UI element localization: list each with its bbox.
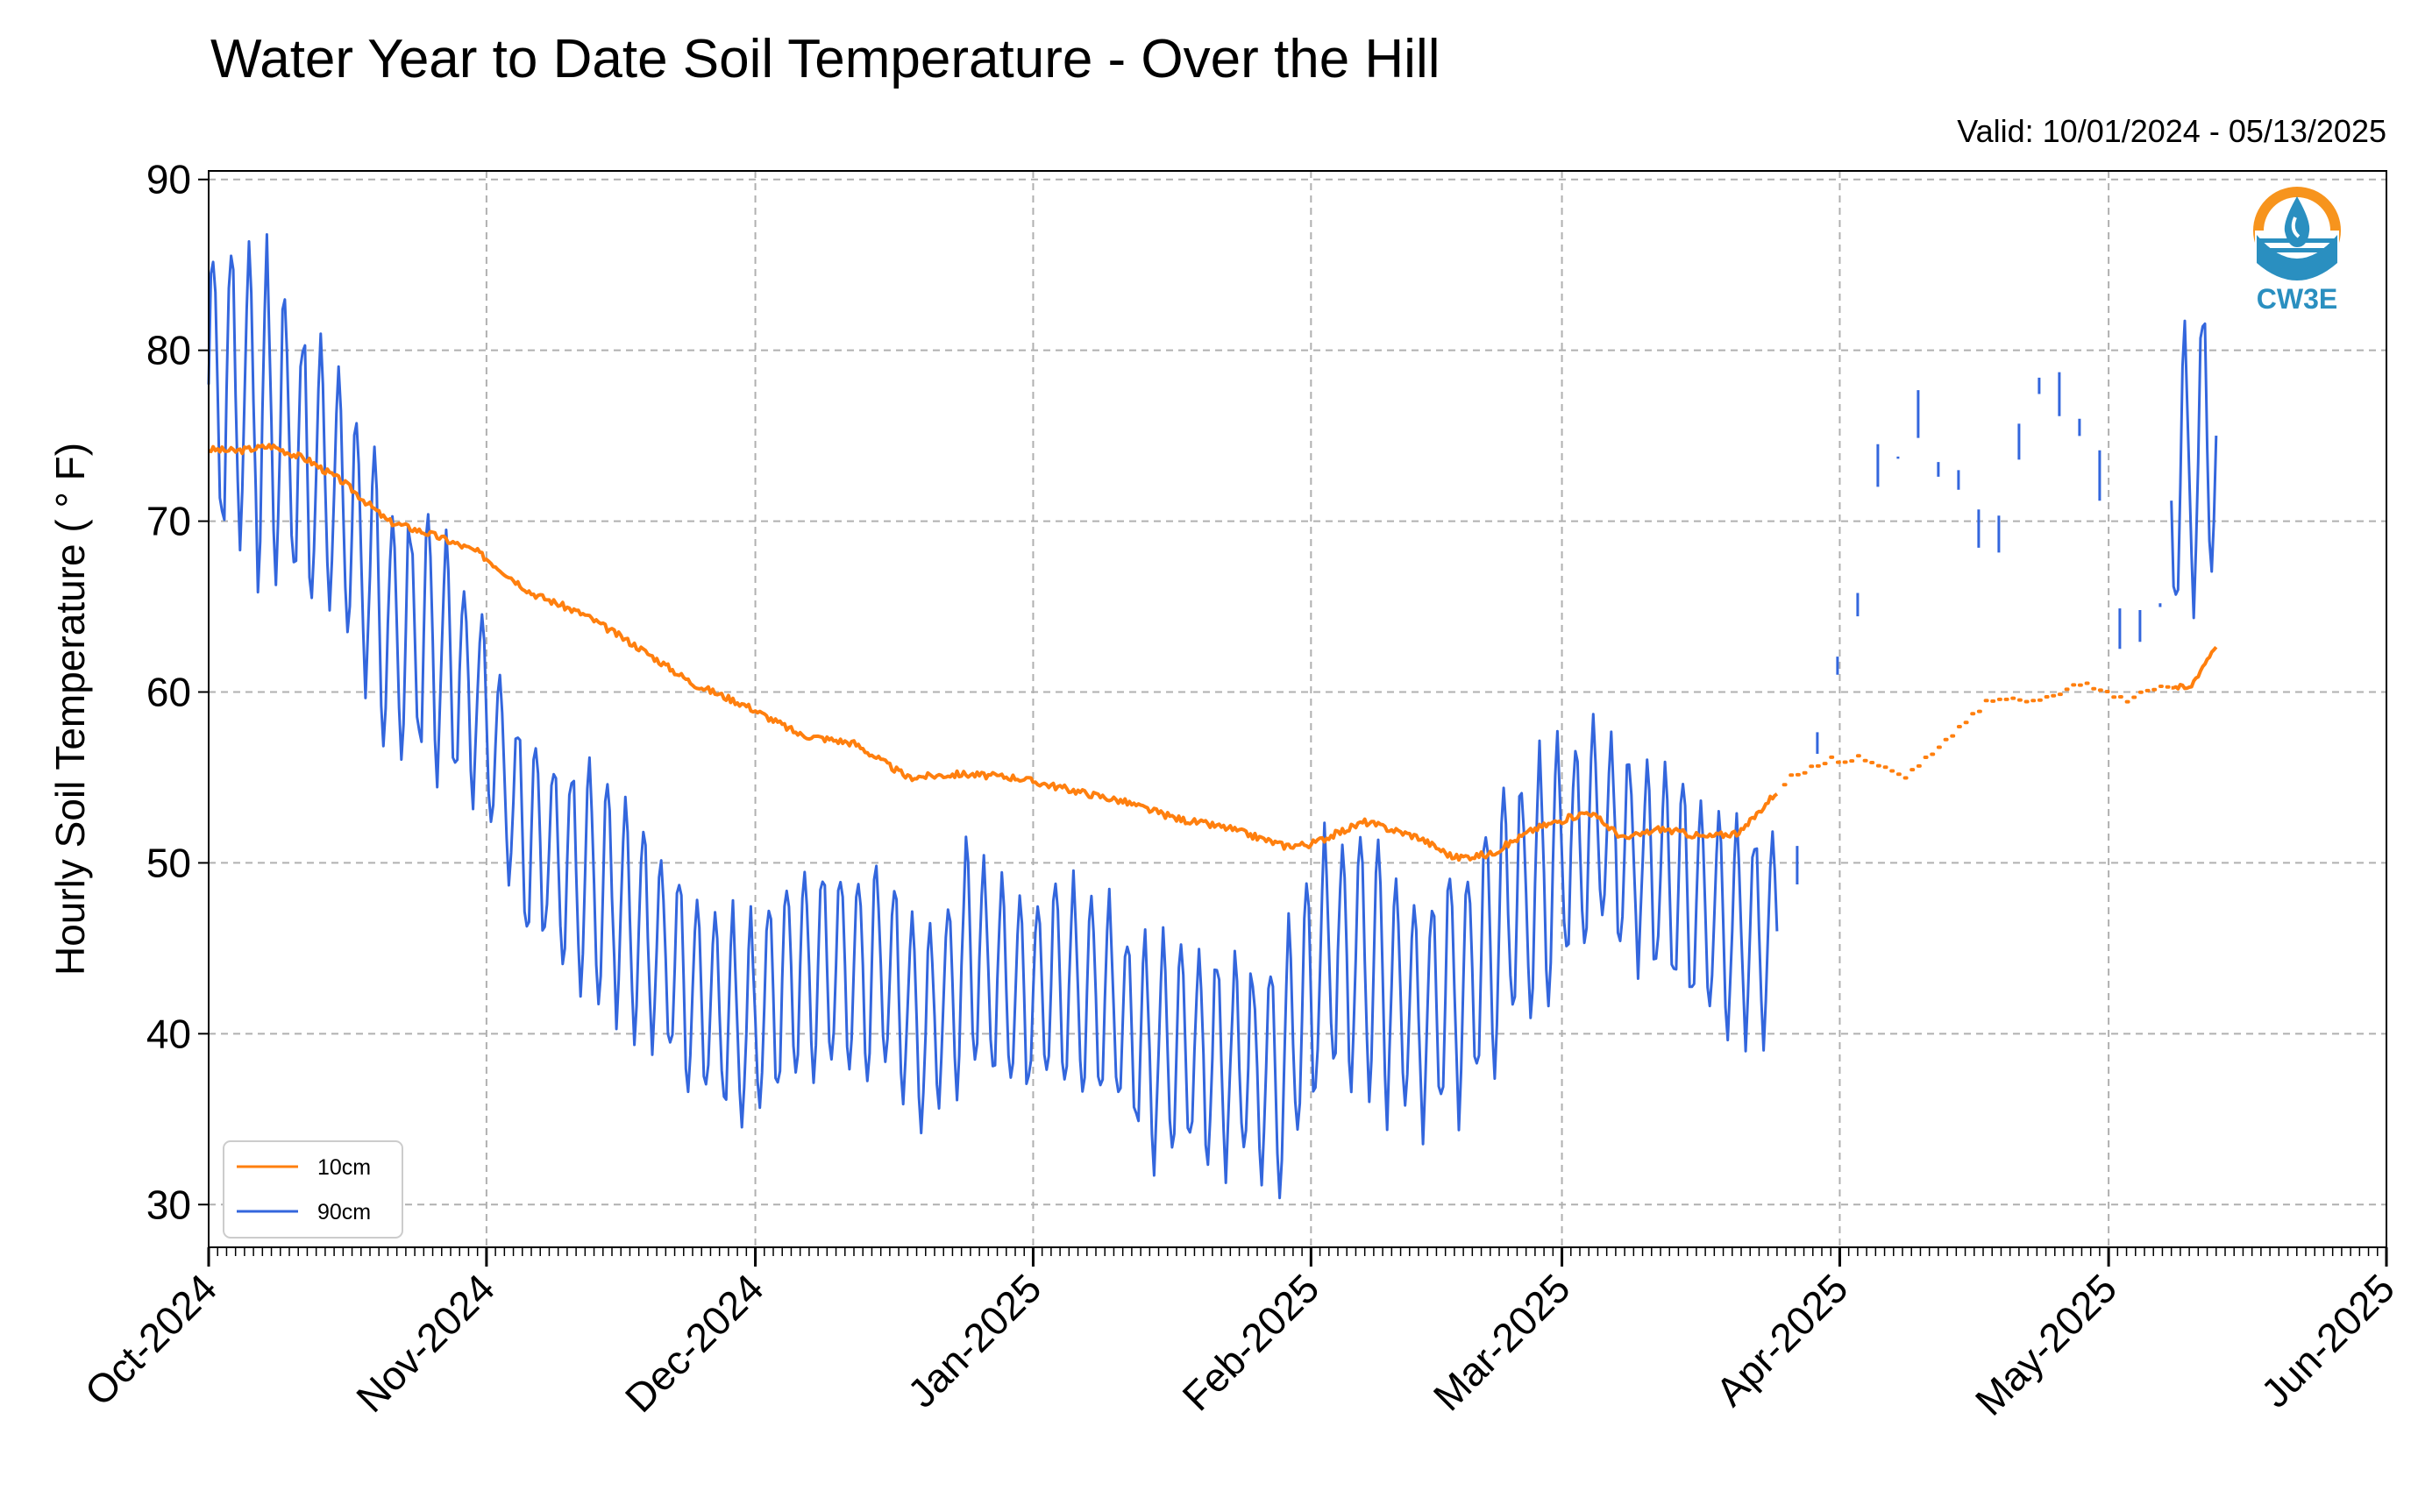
- y-tick-label: 60: [146, 670, 191, 715]
- y-tick-label: 90: [146, 157, 191, 202]
- chart-subtitle: Valid: 10/01/2024 - 05/13/2025: [1957, 113, 2386, 149]
- x-minor-ticks: [208, 1247, 2387, 1256]
- y-tick-label: 50: [146, 840, 191, 885]
- y-tick-label: 70: [146, 499, 191, 544]
- water-drop-sun-icon: [2253, 187, 2341, 280]
- y-tick-label: 40: [146, 1011, 191, 1056]
- series-line-90cm: [207, 233, 2218, 1200]
- legend-box: [223, 1140, 403, 1239]
- plot-frame: [208, 170, 2387, 1248]
- grid-lines: [209, 171, 2386, 1247]
- series-layer: [207, 233, 2218, 1200]
- logo-text: CW3E: [2257, 283, 2337, 315]
- y-tick-label: 80: [146, 328, 191, 373]
- cw3e-logo: CW3E: [2253, 187, 2341, 315]
- legend-label-90cm: 90cm: [317, 1200, 371, 1225]
- series-line-10cm: [208, 443, 2218, 862]
- legend-label-10cm: 10cm: [317, 1155, 371, 1180]
- legend: 10cm 90cm: [223, 1140, 403, 1239]
- series-dots-10cm: [1781, 681, 2171, 787]
- y-tick-label: 30: [146, 1182, 191, 1227]
- chart-title: Water Year to Date Soil Temperature - Ov…: [210, 29, 1440, 89]
- y-ticks: 30 40 50 60 70 80 90: [146, 157, 209, 1227]
- y-axis-label: Hourly Soil Temperature ( ° F): [47, 443, 93, 976]
